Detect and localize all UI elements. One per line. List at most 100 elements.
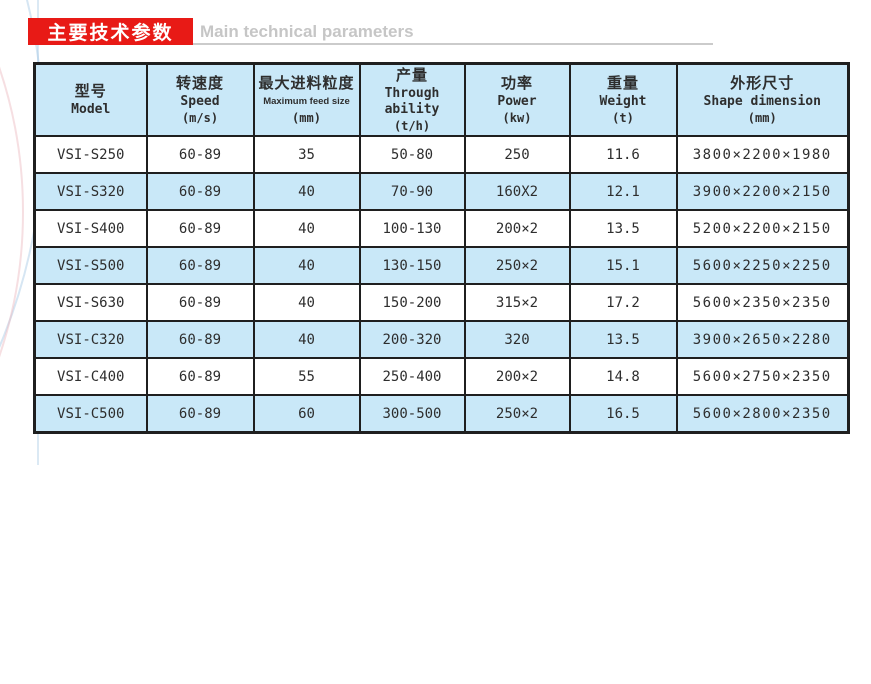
table-cell: 40	[252, 246, 361, 285]
col-header-cn: 外形尺寸	[730, 75, 795, 92]
cell-model: VSI-C320	[33, 320, 148, 359]
col-header-cn: 型号	[74, 83, 107, 100]
cell-model: VSI-C400	[33, 357, 148, 396]
table-cell: 250×2	[463, 246, 571, 285]
table-cell: 50-80	[358, 135, 466, 174]
table-cell: 60	[252, 394, 361, 434]
table-cell: 3900×2650×2280	[675, 320, 850, 359]
col-header-unit: (kw)	[502, 111, 532, 125]
table-cell: 3800×2200×1980	[675, 135, 850, 174]
table-cell: 40	[252, 209, 361, 248]
col-header-unit: (mm)	[747, 111, 777, 125]
table-cell: 55	[252, 357, 361, 396]
col-header-cn: 产量	[395, 67, 428, 84]
col-header-en: Maximum feed size	[263, 96, 350, 107]
table-row: VSI-C400 60-89 55 250-400 200×2 14.8 5600×2750…	[33, 357, 850, 396]
table-cell: 60-89	[145, 172, 255, 211]
col-header-cn: 功率	[500, 75, 533, 92]
table-cell: 130-150	[358, 246, 466, 285]
col-header-en: Model	[71, 102, 111, 117]
table-cell: 60-89	[145, 246, 255, 285]
table-cell: 12.1	[568, 172, 678, 211]
col-header-en: Speed	[180, 94, 220, 109]
col-header-maximum-feed-size: 最大进料粒度 Maximum feed size (mm)	[252, 62, 361, 137]
section-title-tag: 主要技术参数	[28, 18, 193, 45]
table-cell: 15.1	[568, 246, 678, 285]
col-header-model: 型号 Model	[33, 62, 148, 137]
table-cell: 3900×2200×2150	[675, 172, 850, 211]
table-cell: 40	[252, 283, 361, 322]
table-cell: 60-89	[145, 209, 255, 248]
cell-model: VSI-S320	[33, 172, 148, 211]
cell-model: VSI-S400	[33, 209, 148, 248]
table-cell: 5600×2750×2350	[675, 357, 850, 396]
title-underline	[193, 43, 713, 45]
table-cell: 160X2	[463, 172, 571, 211]
decorative-arc-pink	[0, 0, 24, 664]
table-cell: 35	[252, 135, 361, 174]
table-cell: 250×2	[463, 394, 571, 434]
col-header-cn: 最大进料粒度	[258, 75, 355, 92]
table-cell: 300-500	[358, 394, 466, 434]
table-cell: 150-200	[358, 283, 466, 322]
table-cell: 100-130	[358, 209, 466, 248]
table-cell: 13.5	[568, 320, 678, 359]
table-cell: 60-89	[145, 394, 255, 434]
col-header-unit: (mm)	[292, 111, 321, 125]
cell-model: VSI-S630	[33, 283, 148, 322]
table-cell: 5600×2250×2250	[675, 246, 850, 285]
table-cell: 16.5	[568, 394, 678, 434]
table-row: VSI-S630 60-89 40 150-200 315×2 17.2 5600×2350…	[33, 283, 850, 322]
col-header-unit: (t/h)	[393, 119, 431, 133]
table-cell: 60-89	[145, 135, 255, 174]
table-cell: 17.2	[568, 283, 678, 322]
table-cell: 40	[252, 320, 361, 359]
table-row: VSI-S320 60-89 40 70-90 160X2 12.1 3900×2200×2…	[33, 172, 850, 211]
table-cell: 315×2	[463, 283, 571, 322]
col-header-cn: 重量	[606, 75, 639, 92]
table-cell: 200-320	[358, 320, 466, 359]
table-cell: 5200×2200×2150	[675, 209, 850, 248]
section-header: 主要技术参数 Main technical parameters	[0, 0, 871, 62]
technical-parameters-table: 型号 Model 转速度 Speed (m/s) 最大进料粒度 Maximum feed s…	[33, 62, 850, 434]
col-header-en: Shape dimension	[703, 94, 821, 109]
section-title-cn: 主要技术参数	[47, 23, 174, 44]
col-header-en: Weight	[599, 94, 647, 109]
table-cell: 40	[252, 172, 361, 211]
table-row: VSI-S250 60-89 35 50-80 250 11.6 3800×2200×198…	[33, 135, 850, 174]
table-cell: 250-400	[358, 357, 466, 396]
table-cell: 320	[463, 320, 571, 359]
table-body: VSI-S250 60-89 35 50-80 250 11.6 3800×2200×198…	[33, 135, 850, 434]
col-header-unit: (m/s)	[181, 111, 219, 125]
cell-model: VSI-C500	[33, 394, 148, 434]
table-cell: 5600×2800×2350	[675, 394, 850, 434]
table-row: VSI-S400 60-89 40 100-130 200×2 13.5 5200×2200…	[33, 209, 850, 248]
table-cell: 200×2	[463, 357, 571, 396]
table-row: VSI-S500 60-89 40 130-150 250×2 15.1 5600×2250…	[33, 246, 850, 285]
table-cell: 14.8	[568, 357, 678, 396]
table-cell: 60-89	[145, 283, 255, 322]
col-header-cn: 转速度	[175, 75, 224, 92]
cell-model: VSI-S250	[33, 135, 148, 174]
table-cell: 60-89	[145, 357, 255, 396]
table-cell: 70-90	[358, 172, 466, 211]
section-title-en: Main technical parameters	[200, 22, 414, 41]
table-row: VSI-C320 60-89 40 200-320 320 13.5 3900×2650×2…	[33, 320, 850, 359]
col-header-through-ability: 产量 Through ability (t/h)	[358, 62, 466, 137]
col-header-weight: 重量 Weight (t)	[568, 62, 678, 137]
table-cell: 250	[463, 135, 571, 174]
table-cell: 13.5	[568, 209, 678, 248]
col-header-shape-dimension: 外形尺寸 Shape dimension (mm)	[675, 62, 850, 137]
col-header-power: 功率 Power (kw)	[463, 62, 571, 137]
col-header-speed: 转速度 Speed (m/s)	[145, 62, 255, 137]
table-cell: 60-89	[145, 320, 255, 359]
col-header-en: Power	[497, 94, 537, 109]
table-cell: 11.6	[568, 135, 678, 174]
col-header-unit: (t)	[612, 111, 634, 125]
col-header-en: Through ability	[384, 86, 440, 117]
header-row: 型号 Model 转速度 Speed (m/s) 最大进料粒度 Maximum feed s…	[33, 62, 850, 137]
table-cell: 200×2	[463, 209, 571, 248]
table-cell: 5600×2350×2350	[675, 283, 850, 322]
cell-model: VSI-S500	[33, 246, 148, 285]
